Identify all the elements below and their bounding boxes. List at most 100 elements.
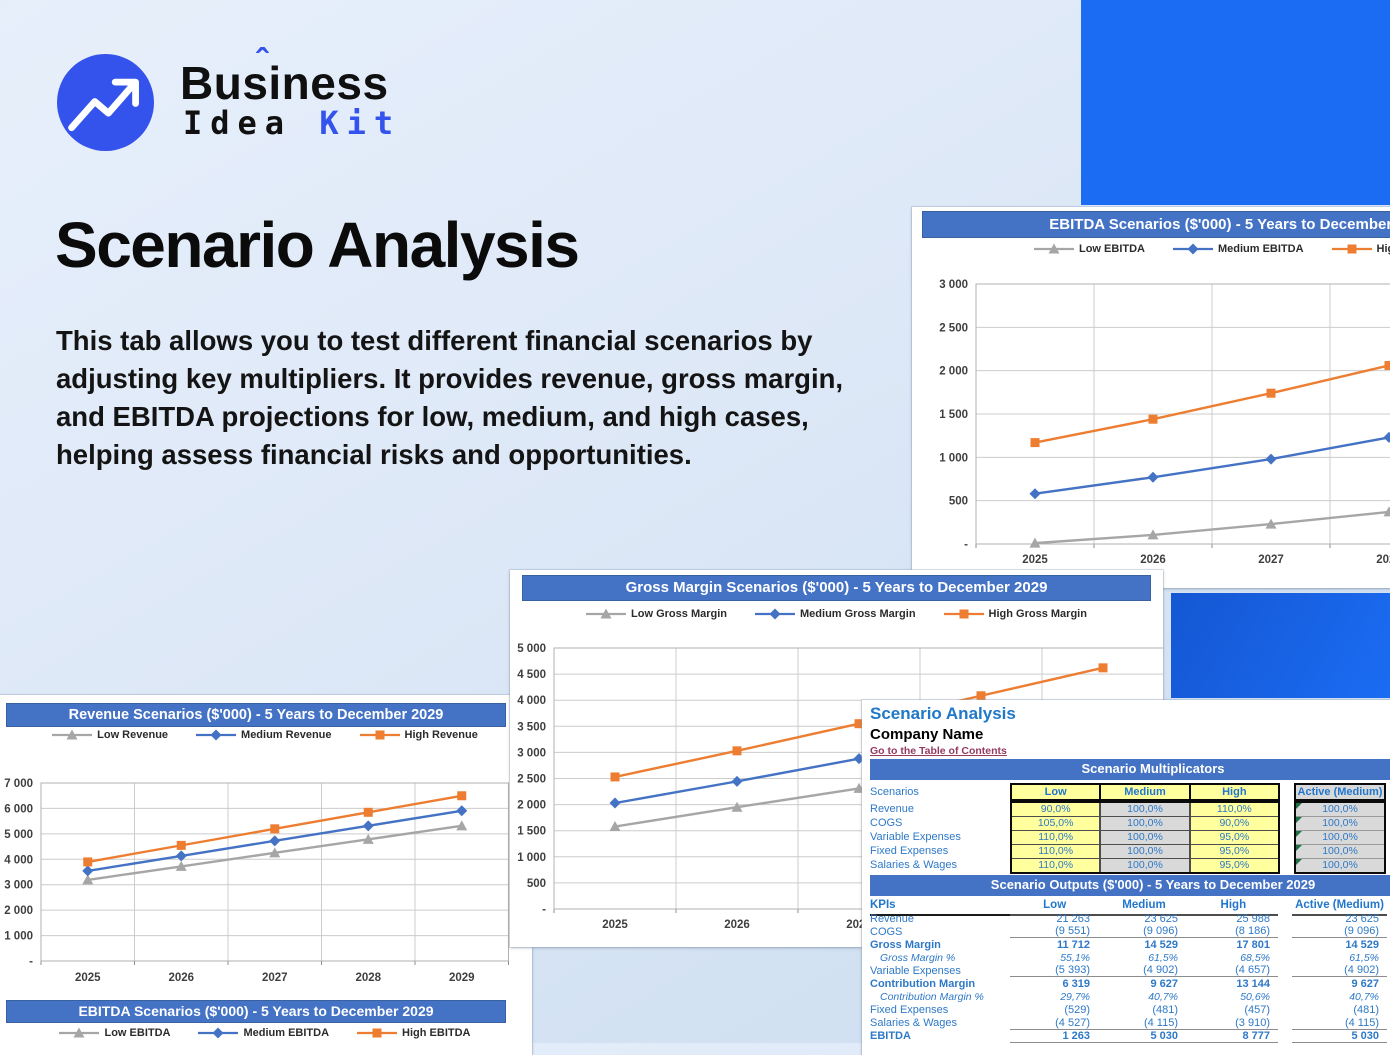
svg-text:1 000: 1 000 [517, 852, 546, 864]
mult-cell-salaries-wages-high[interactable]: 95,0% [1191, 859, 1278, 872]
comment-triangle-icon [1296, 845, 1302, 851]
logo-wordmark-business: Business ˆ [180, 56, 389, 110]
mult-cell-salaries-wages-medium[interactable]: 100,0% [1101, 859, 1188, 872]
mult-cell-cogs-low[interactable]: 105,0% [1012, 817, 1099, 830]
legend-label: Medium EBITDA [1218, 243, 1304, 255]
svg-text:2025: 2025 [602, 919, 628, 931]
mult-cell-salaries-wages-low[interactable]: 110,0% [1012, 859, 1099, 872]
mult-col-header-high: High [1191, 785, 1278, 799]
multiplicators-active-block: 100,0%100,0%100,0%100,0%100,0% [1294, 801, 1386, 874]
row-label: Contribution Margin [870, 978, 1010, 990]
value-cell: 13 144 [1186, 978, 1278, 990]
multiplicators-value-block[interactable]: 90,0%100,0%110,0%105,0%100,0%90,0%110,0%… [1010, 801, 1280, 874]
row-label: Contribution Margin % [870, 991, 1010, 1003]
logo-caret-icon: ˆ [256, 41, 269, 83]
svg-text:-: - [29, 956, 33, 968]
active-column-header: Active (Medium) [1294, 783, 1386, 801]
mult-cell-active: 100,0% [1296, 859, 1384, 872]
sheet-company-name: Company Name [870, 726, 983, 743]
page-description: This tab allows you to test different fi… [56, 322, 866, 474]
logo-chart-icon [57, 54, 154, 151]
revenue-chart-panel: Revenue Scenarios ($'000) - 5 Years to D… [0, 695, 532, 1055]
row-label: Gross Margin [870, 939, 1010, 951]
legend-item-high-ebitda: High EBITDA [1332, 243, 1390, 255]
outputs-banner: Scenario Outputs ($'000) - 5 Years to De… [870, 875, 1390, 896]
value-cell: 1 263 [1010, 1030, 1098, 1043]
table-of-contents-link[interactable]: Go to the Table of Contents [870, 745, 1007, 757]
value-cell: (5 393) [1010, 964, 1098, 977]
mult-cell-cogs-medium[interactable]: 100,0% [1101, 817, 1188, 830]
legend-item-medium-ebitda: Medium EBITDA [1173, 243, 1304, 255]
mult-cell-variable-expenses-high[interactable]: 95,0% [1191, 831, 1278, 844]
square-marker-icon [357, 1027, 397, 1039]
value-cell: 50,6% [1186, 991, 1278, 1003]
value-cell: (9 551) [1010, 925, 1098, 938]
svg-text:5 000: 5 000 [517, 643, 546, 655]
legend-label: High EBITDA [1377, 243, 1390, 255]
svg-text:4 500: 4 500 [517, 669, 546, 681]
row-label: Gross Margin % [870, 952, 1010, 964]
mult-cell-revenue-medium[interactable]: 100,0% [1101, 803, 1188, 816]
outputs-row-fixed-expenses: Fixed Expenses(529)(481)(457)(481) [870, 1004, 1387, 1017]
svg-text:4 000: 4 000 [4, 854, 33, 866]
svg-text:6 000: 6 000 [4, 803, 33, 815]
value-cell: 11 712 [1010, 939, 1098, 951]
ebitda-chart-title-banner: EBITDA Scenarios ($'000) - 5 Years to De… [922, 211, 1390, 238]
comment-triangle-icon [1296, 803, 1302, 809]
value-cell: 68,5% [1186, 952, 1278, 964]
page-title: Scenario Analysis [55, 208, 579, 282]
svg-text:-: - [542, 904, 546, 916]
svg-text:2029: 2029 [449, 972, 475, 984]
legend-item-medium-revenue: Medium Revenue [196, 729, 331, 741]
mult-cell-cogs-high[interactable]: 90,0% [1191, 817, 1278, 830]
mult-cell-revenue-high[interactable]: 110,0% [1191, 803, 1278, 816]
mult-cell-variable-expenses-medium[interactable]: 100,0% [1101, 831, 1188, 844]
triangle-marker-icon [586, 608, 626, 620]
gross-margin-chart-title-banner: Gross Margin Scenarios ($'000) - 5 Years… [522, 575, 1151, 601]
background-accent-rectangle-middle [1171, 593, 1390, 698]
value-cell: 14 529 [1098, 939, 1186, 951]
svg-text:2026: 2026 [724, 919, 750, 931]
mult-cell-fixed-expenses-medium[interactable]: 100,0% [1101, 845, 1188, 858]
legend-label: High Gross Margin [989, 608, 1087, 620]
logo-word-business: Business [180, 57, 389, 109]
value-cell: (4 527) [1010, 1017, 1098, 1030]
legend-label: Medium Gross Margin [800, 608, 916, 620]
value-cell: 61,5% [1098, 952, 1186, 964]
value-cell: 23 625 [1098, 913, 1186, 925]
row-label: EBITDA [870, 1030, 1010, 1042]
value-cell: (481) [1292, 1004, 1387, 1016]
legend-label: Medium Revenue [241, 729, 331, 741]
mult-cell-fixed-expenses-high[interactable]: 95,0% [1191, 845, 1278, 858]
mult-row-label: Variable Expenses [870, 831, 1010, 844]
value-cell: 5 030 [1292, 1030, 1387, 1043]
mult-cell-active: 100,0% [1296, 831, 1384, 844]
row-label: Variable Expenses [870, 965, 1010, 977]
value-cell: 29,7% [1010, 991, 1098, 1003]
multiplicators-banner: Scenario Multiplicators [870, 759, 1390, 780]
mult-cell-revenue-low[interactable]: 90,0% [1012, 803, 1099, 816]
outputs-row-variable-expenses: Variable Expenses(5 393)(4 902)(4 657)(4… [870, 964, 1387, 977]
svg-text:2025: 2025 [75, 972, 101, 984]
value-cell: 40,7% [1098, 991, 1186, 1003]
mult-cell-active: 100,0% [1296, 817, 1384, 830]
triangle-marker-icon [59, 1027, 99, 1039]
mult-cell-fixed-expenses-low[interactable]: 110,0% [1012, 845, 1099, 858]
gross-margin-chart-legend: Low Gross Margin Medium Gross Margin High … [510, 608, 1163, 620]
legend-item-low-ebitda: Low EBITDA [59, 1027, 170, 1039]
triangle-marker-icon [52, 729, 92, 741]
svg-text:7 000: 7 000 [4, 778, 33, 790]
svg-text:2027: 2027 [1258, 554, 1284, 566]
outputs-row-cogs: COGS(9 551)(9 096)(8 186)(9 096) [870, 925, 1387, 938]
legend-label: Low Gross Margin [631, 608, 727, 620]
svg-text:2 500: 2 500 [939, 322, 968, 334]
legend-label: Low EBITDA [104, 1027, 170, 1039]
mult-cell-variable-expenses-low[interactable]: 110,0% [1012, 831, 1099, 844]
diamond-marker-icon [198, 1027, 238, 1039]
